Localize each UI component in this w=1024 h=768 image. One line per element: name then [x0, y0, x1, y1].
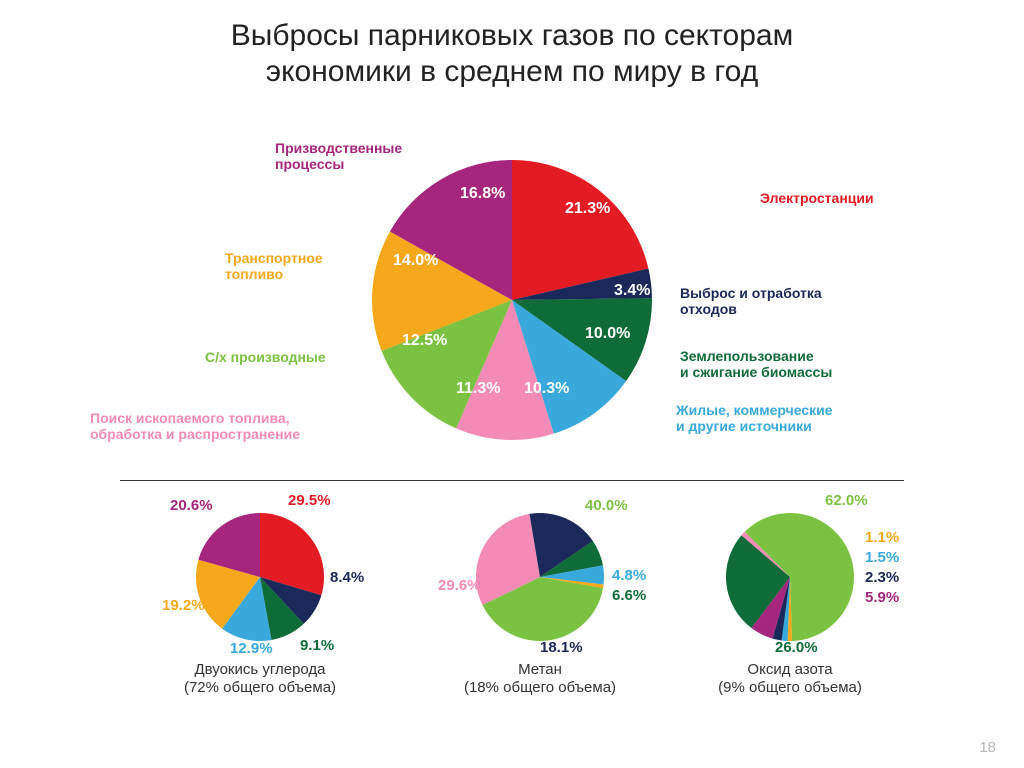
pct-label-industrial: 16.8% — [460, 185, 505, 203]
divider — [120, 480, 904, 481]
legend-label-waste: Выброс и отработкаотходов — [680, 285, 822, 317]
sub-chart-title-1: Метан(18% общего объема) — [440, 661, 640, 697]
sub-chart-title-0: Двуокись углерода(72% общего объема) — [160, 661, 360, 697]
title-line-2: экономики в среднем по миру в год — [266, 55, 758, 88]
main-pie — [370, 158, 654, 442]
title-line-1: Выбросы парниковых газов по секторам — [231, 19, 793, 52]
sub-chart-title-2: Оксид азота(9% общего объема) — [690, 661, 890, 697]
legend-label-transport: Транспортноетопливо — [225, 250, 323, 282]
sub0-pct-1: 8.4% — [330, 569, 364, 586]
sub2-pct-2: 1.5% — [865, 549, 899, 566]
sub-pie-0 — [194, 511, 326, 643]
sub1-pct-1: 4.8% — [612, 567, 646, 584]
legend-label-agri: С/х производные — [205, 349, 326, 365]
legend-label-industrial: Призводственныепроцессы — [275, 140, 402, 172]
legend-label-resid: Жилые, коммерческиеи другие источники — [676, 402, 832, 434]
main-chart-area: Электростанции Выброс и отработкаотходов З… — [0, 100, 1024, 480]
sub1-pct-4: 29.6% — [438, 577, 481, 594]
sub-pie-2 — [724, 511, 856, 643]
legend-label-fossil: Поиск ископаемого топлива,обработка и ра… — [90, 410, 300, 442]
sub2-pct-4: 5.9% — [865, 589, 899, 606]
sub0-pct-2: 9.1% — [300, 637, 334, 654]
sub1-pct-3: 18.1% — [540, 639, 583, 656]
sub0-pct-4: 19.2% — [162, 597, 205, 614]
sub2-pct-1: 1.1% — [865, 529, 899, 546]
sub2-pct-5: 26.0% — [775, 639, 818, 656]
pct-label-land: 10.0% — [585, 325, 630, 343]
sub0-pct-5: 20.6% — [170, 497, 213, 514]
pct-label-agri: 12.5% — [402, 332, 447, 350]
pct-label-waste: 3.4% — [614, 282, 650, 300]
sub-pie-1 — [474, 511, 606, 643]
sub2-pct-3: 2.3% — [865, 569, 899, 586]
page-title: Выбросы парниковых газов по секторам эко… — [80, 18, 944, 90]
page-number: 18 — [979, 739, 996, 756]
pct-label-fossil: 11.3% — [456, 380, 500, 398]
sub2-pct-0: 62.0% — [825, 492, 868, 509]
sub0-pct-0: 29.5% — [288, 492, 331, 509]
sub-charts-area: 29.5% 8.4% 9.1% 12.9% 19.2% 20.6% Двуокись угл… — [0, 487, 1024, 747]
pct-label-transport: 14.0% — [393, 252, 438, 270]
legend-label-power: Электростанции — [760, 190, 874, 206]
pct-label-resid: 10.3% — [524, 380, 569, 398]
sub1-pct-0: 40.0% — [585, 497, 628, 514]
legend-label-land: Землепользованиеи сжигание биомассы — [680, 348, 832, 380]
pct-label-power: 21.3% — [565, 200, 610, 218]
sub0-pct-3: 12.9% — [230, 640, 273, 657]
sub1-pct-2: 6.6% — [612, 587, 646, 604]
